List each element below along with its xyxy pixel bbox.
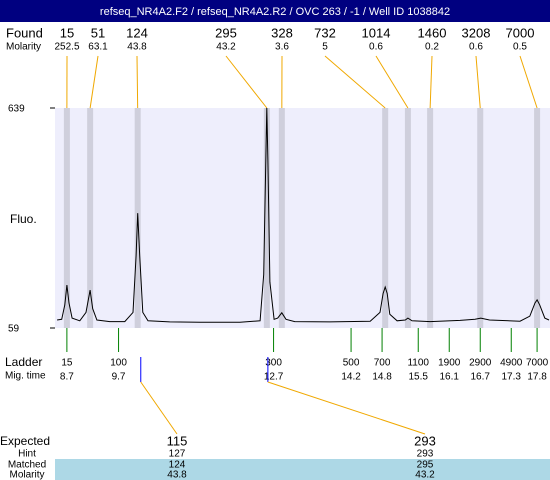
mig-time: 16.1: [440, 372, 460, 383]
peak-band: [263, 108, 270, 328]
found-size: 15: [60, 25, 74, 40]
expected-connector: [267, 381, 426, 435]
found-size: 328: [271, 25, 293, 40]
molarity-row: [55, 470, 550, 480]
mig-time: 15.5: [409, 372, 429, 383]
peak-band: [534, 108, 541, 328]
expected-molarity-label: Molarity: [9, 470, 44, 480]
mig-time: 14.8: [372, 372, 392, 383]
chart-title: refseq_NR4A2.F2 / refseq_NR4A2.R2 / OVC …: [100, 6, 450, 18]
mig-time-label: Mig. time: [5, 371, 46, 382]
peak-connector: [89, 55, 99, 109]
found-size: 124: [126, 25, 148, 40]
found-size: 7000: [506, 25, 535, 40]
mig-time: 16.7: [471, 372, 491, 383]
y-axis-label: Fluo.: [10, 212, 37, 226]
ladder-size: 100: [110, 358, 127, 369]
found-size: 3208: [462, 25, 491, 40]
peak-connector: [375, 55, 409, 109]
found-molarity: 0.6: [469, 42, 483, 53]
ladder-size: 15: [61, 358, 73, 369]
found-molarity: 0.5: [513, 42, 527, 53]
mig-time: 9.7: [112, 372, 126, 383]
ladder-size: 2900: [469, 358, 492, 369]
found-molarity: 63.1: [88, 42, 108, 53]
y-tick-label: 639: [8, 104, 25, 115]
peak-band: [63, 108, 70, 328]
plot-area: [55, 108, 550, 328]
found-molarity: 43.8: [127, 42, 147, 53]
peak-band: [477, 108, 484, 328]
found-molarity: 252.5: [54, 42, 79, 53]
hint-label: Hint: [18, 449, 36, 460]
expected-size: 293: [414, 433, 436, 448]
mig-time: 14.2: [341, 372, 361, 383]
molarity-label: Molarity: [6, 42, 41, 53]
found-molarity: 0.6: [369, 42, 383, 53]
ladder-size: 700: [374, 358, 391, 369]
peak-band: [278, 108, 285, 328]
found-size: 295: [215, 25, 237, 40]
matched-label: Matched: [8, 460, 46, 471]
found-label: Found: [6, 25, 43, 40]
peak-band: [404, 108, 411, 328]
ladder-size: 1100: [407, 358, 429, 369]
found-size: 51: [91, 25, 105, 40]
expected-molarity: 43.8: [167, 470, 187, 480]
found-size: 732: [314, 25, 336, 40]
ladder-size: 300: [265, 358, 282, 369]
matched-value: 124: [169, 460, 186, 471]
found-size: 1460: [418, 25, 447, 40]
found-molarity: 5: [322, 42, 328, 53]
mig-time: 8.7: [60, 372, 74, 383]
found-molarity: 0.2: [425, 42, 439, 53]
mig-time: 17.8: [527, 372, 547, 383]
peak-band: [87, 108, 94, 328]
title-bar: [0, 0, 550, 22]
ladder-size: 1900: [438, 358, 461, 369]
peak-band: [427, 108, 434, 328]
ladder-size: 4900: [500, 358, 523, 369]
mig-time: 17.3: [502, 372, 522, 383]
ladder-label: Ladder: [5, 355, 42, 369]
ladder-size: 500: [343, 358, 360, 369]
found-molarity: 3.6: [275, 42, 289, 53]
peak-connector: [429, 55, 433, 109]
matched-value: 295: [417, 460, 434, 471]
peak-connector: [519, 55, 538, 109]
hint-value: 127: [169, 449, 186, 460]
peak-band: [382, 108, 389, 328]
peak-connector: [475, 55, 481, 109]
peak-connector: [136, 55, 139, 109]
expected-molarity: 43.2: [415, 470, 435, 480]
peak-connector: [225, 55, 268, 109]
found-size: 1014: [362, 25, 391, 40]
trace: [57, 107, 550, 323]
peak-connector: [324, 55, 386, 109]
mig-time: 12.7: [264, 372, 284, 383]
ladder-size: 7000: [526, 358, 549, 369]
expected-size: 115: [167, 433, 188, 448]
matched-row: [55, 459, 550, 470]
y-tick-label: 59: [8, 324, 20, 335]
expected-label: Expected: [0, 434, 50, 448]
found-molarity: 43.2: [216, 42, 236, 53]
hint-value: 293: [417, 449, 434, 460]
expected-connector: [140, 381, 178, 435]
